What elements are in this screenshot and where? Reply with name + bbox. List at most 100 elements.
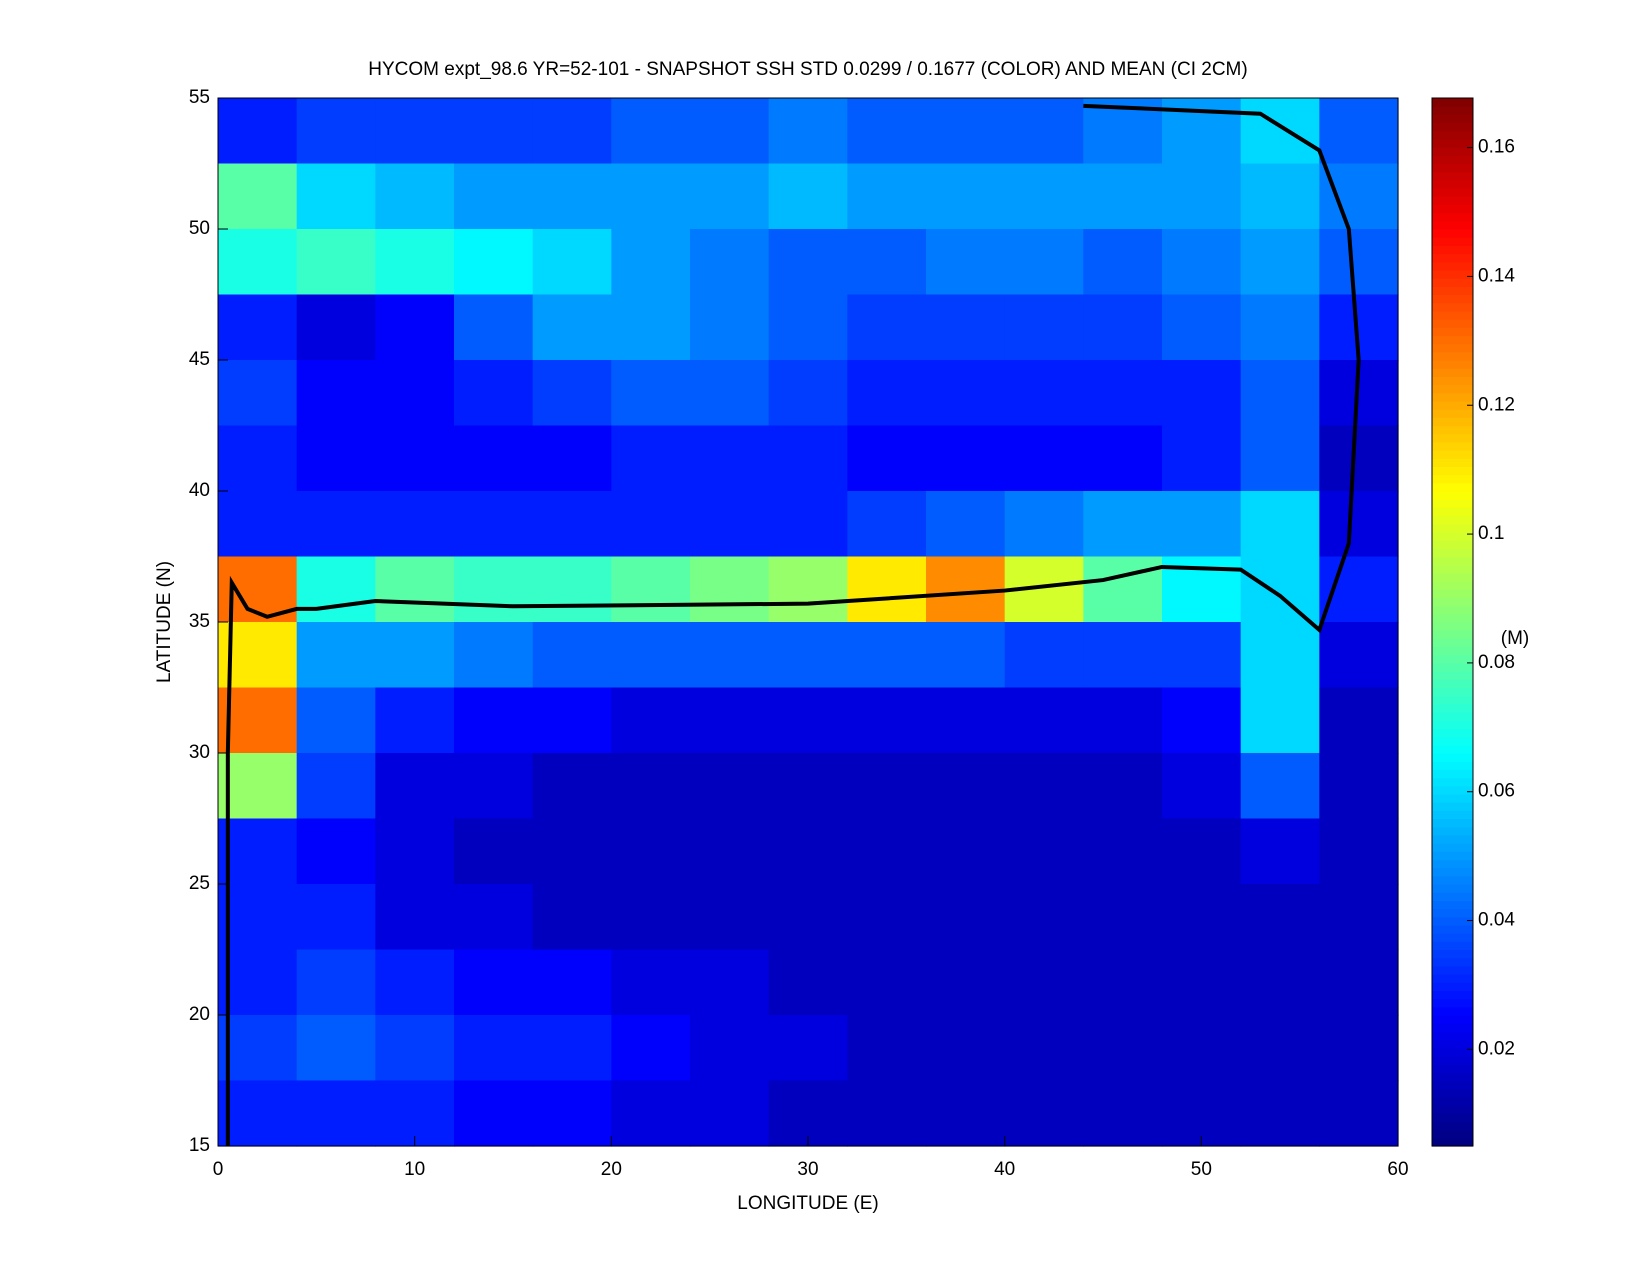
heat-cell (1319, 884, 1399, 951)
colorbar-swatch (1432, 441, 1473, 451)
heat-cell (218, 425, 298, 492)
heat-cell (768, 491, 848, 558)
colorbar-swatch (1432, 916, 1473, 926)
mean-contour (225, 103, 1361, 1146)
heat-cell (1240, 687, 1320, 754)
colorbar-swatch (1432, 998, 1473, 1008)
heat-cell (1319, 491, 1399, 558)
colorbar-swatch (1432, 351, 1473, 361)
heat-cell (1004, 753, 1084, 820)
heat-cell (847, 622, 927, 689)
heat-cell (1162, 163, 1242, 230)
colorbar-swatch (1432, 106, 1473, 115)
heat-cell (1240, 425, 1320, 492)
heat-cell (690, 556, 770, 623)
heat-cell (690, 1015, 770, 1082)
heat-cell (1083, 687, 1163, 754)
heat-cell (218, 1080, 298, 1147)
heat-cell (690, 949, 770, 1016)
colorbar-swatch (1432, 777, 1473, 787)
heat-cell (454, 163, 534, 230)
colorbar-swatch (1432, 212, 1473, 222)
colorbar-swatch (1432, 679, 1473, 689)
heat-cell (454, 294, 534, 361)
heat-cell (1083, 1015, 1163, 1082)
y-tick-label: 55 (189, 87, 210, 108)
colorbar-swatch (1432, 728, 1473, 738)
colorbar-swatch (1432, 630, 1473, 639)
heat-cell (1162, 229, 1242, 296)
heat-cell (454, 98, 534, 165)
heat-cell (926, 949, 1006, 1016)
colorbar-swatch (1432, 507, 1473, 517)
heat-cell (1083, 163, 1163, 230)
colorbar-swatch (1432, 302, 1473, 312)
colorbar-swatch (1432, 98, 1473, 107)
heat-cell (1162, 949, 1242, 1016)
heat-cell (532, 229, 612, 296)
chart-title: HYCOM expt_98.6 YR=52-101 - SNAPSHOT SSH… (368, 59, 1247, 80)
colorbar-swatch (1432, 785, 1473, 795)
heat-cell (1083, 491, 1163, 558)
heat-cell (1004, 163, 1084, 230)
colorbar-swatch (1432, 384, 1473, 394)
colorbar-frame (1431, 97, 1474, 1147)
heat-cell (532, 818, 612, 885)
heat-cell (454, 229, 534, 296)
heat-cell (1240, 294, 1320, 361)
heat-cell (532, 949, 612, 1016)
heat-cell (218, 163, 298, 230)
colorbar-swatch (1432, 720, 1473, 730)
colorbar-swatch (1432, 400, 1473, 410)
colorbar-swatch (1432, 1105, 1473, 1114)
heat-cell (1083, 884, 1163, 951)
colorbar-swatch (1432, 417, 1473, 427)
colorbar-swatch (1432, 965, 1473, 975)
colorbar-swatch (1432, 138, 1473, 148)
heat-cell (611, 98, 691, 165)
colorbar-swatch (1432, 188, 1473, 197)
colorbar-tick-label: 0.08 (1478, 652, 1515, 673)
heat-cell (926, 1080, 1006, 1147)
colorbar-swatch (1432, 327, 1473, 337)
heat-cell (375, 425, 455, 492)
heat-cell (1004, 949, 1084, 1016)
heat-cell (296, 1080, 376, 1147)
heat-cell (1004, 491, 1084, 558)
colorbar-swatch (1432, 1015, 1473, 1024)
heat-cell (768, 229, 848, 296)
colorbar-swatch (1432, 1064, 1473, 1073)
heat-cell (690, 163, 770, 230)
heat-cell (926, 491, 1006, 558)
heat-cell (296, 98, 376, 165)
colorbar-swatch (1432, 949, 1473, 959)
heat-cell (690, 360, 770, 427)
x-tick-label: 10 (404, 1159, 425, 1180)
heat-cell (847, 98, 927, 165)
colorbar-swatch (1432, 474, 1473, 484)
heat-cell (1083, 818, 1163, 885)
colorbar-swatch (1432, 982, 1473, 992)
heat-cell (296, 753, 376, 820)
heat-cell (611, 622, 691, 689)
heat-cell (1240, 949, 1320, 1016)
heat-cell (1004, 818, 1084, 885)
colorbar-swatch (1432, 687, 1473, 697)
y-axis-label: LATITUDE (N) (154, 561, 175, 683)
x-tick-label: 30 (797, 1159, 818, 1180)
colorbar-swatch (1432, 834, 1473, 844)
colorbar-swatch (1432, 425, 1473, 435)
heat-cell (532, 163, 612, 230)
heat-cell (926, 163, 1006, 230)
colorbar-swatch (1432, 335, 1473, 345)
colorbar-swatch (1432, 278, 1473, 287)
heat-cell (454, 622, 534, 689)
heat-cell (768, 1015, 848, 1082)
heat-cell (611, 818, 691, 885)
heat-cell (1162, 1015, 1242, 1082)
x-tick-label: 20 (601, 1159, 622, 1180)
heat-cell (611, 949, 691, 1016)
heat-cell (1240, 753, 1320, 820)
heat-cell (1240, 1015, 1320, 1082)
